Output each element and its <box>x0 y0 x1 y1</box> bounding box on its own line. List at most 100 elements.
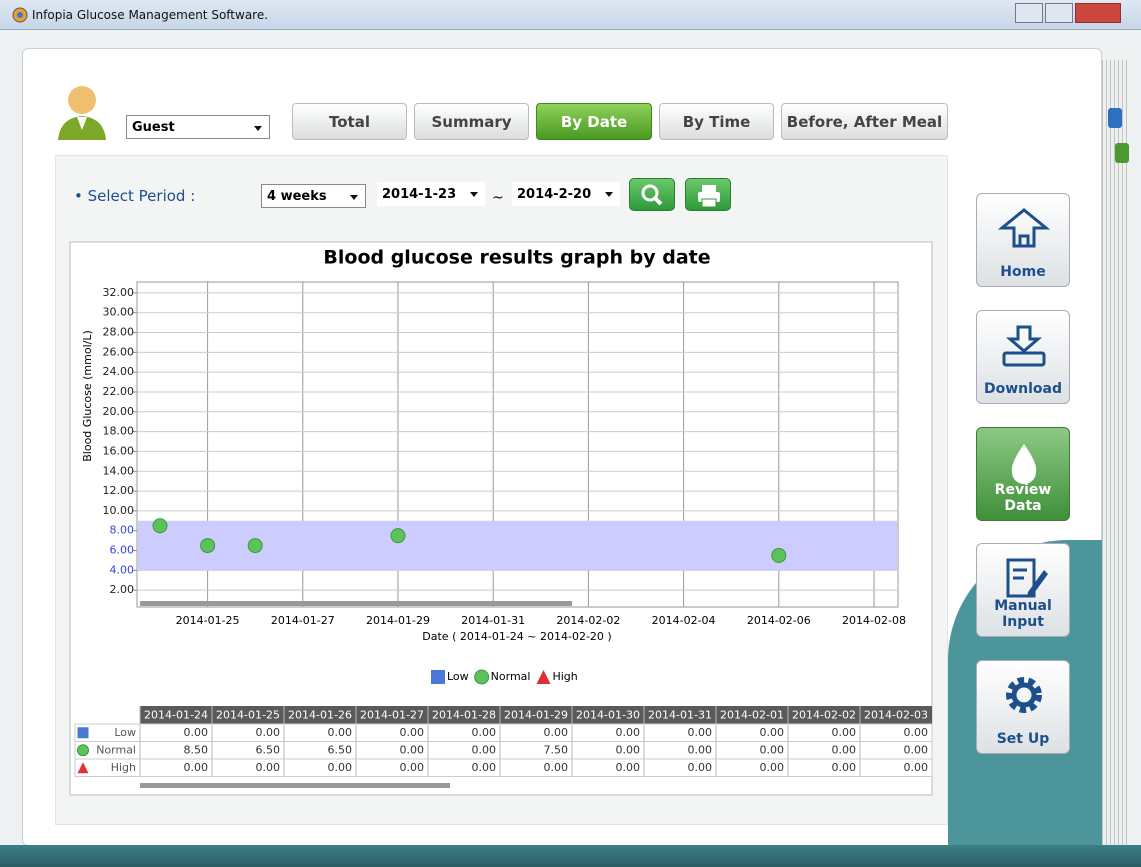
app-window: Infopia Glucose Management Software. Gue… <box>0 0 1141 867</box>
table-cell: 0.00 <box>904 761 929 774</box>
legend-label: Low <box>447 670 469 683</box>
data-point <box>153 519 167 533</box>
table-header: 2014-01-25 <box>216 709 280 722</box>
table-header: 2014-02-02 <box>792 709 856 722</box>
x-tick-label: 2014-01-29 <box>366 614 430 627</box>
nav-button[interactable]: Home <box>976 193 1070 287</box>
nav-button[interactable]: Download <box>976 310 1070 404</box>
table-cell: 0.00 <box>616 726 641 739</box>
table-cell: 0.00 <box>760 761 785 774</box>
table-cell: 0.00 <box>832 761 857 774</box>
y-tick-label: 20.00 <box>103 405 135 418</box>
row-label: High <box>111 761 136 774</box>
table-cell: 0.00 <box>688 726 713 739</box>
table-cell: 0.00 <box>472 726 497 739</box>
table-cell: 0.00 <box>184 726 209 739</box>
x-tick-label: 2014-02-08 <box>842 614 906 627</box>
table-cell: 0.00 <box>688 743 713 756</box>
table-header: 2014-02-01 <box>720 709 784 722</box>
table-cell: 0.00 <box>616 743 641 756</box>
legend-marker <box>475 670 489 684</box>
y-tick-label: 2.00 <box>110 583 135 596</box>
table-header: 2014-02-03 <box>864 709 928 722</box>
table-header: 2014-01-27 <box>360 709 424 722</box>
table-cell: 0.00 <box>256 761 281 774</box>
x-tick-label: 2014-01-31 <box>461 614 525 627</box>
nav-label: Set Up <box>977 731 1069 747</box>
y-tick-label: 8.00 <box>110 524 135 537</box>
y-tick-label: 14.00 <box>103 464 135 477</box>
table-cell: 0.00 <box>832 726 857 739</box>
table-cell: 7.50 <box>544 743 569 756</box>
tab[interactable]: Total <box>292 103 407 140</box>
table-cell: 0.00 <box>328 726 353 739</box>
y-tick-label: 12.00 <box>103 484 135 497</box>
table-cell: 0.00 <box>400 761 425 774</box>
y-tick-label: 18.00 <box>103 425 135 438</box>
tab[interactable]: By Time <box>659 103 774 140</box>
x-tick-label: 2014-02-02 <box>556 614 620 627</box>
legend-label: High <box>552 670 577 683</box>
data-point <box>772 548 786 562</box>
tab[interactable]: By Date <box>536 103 652 140</box>
table-scrollbar[interactable] <box>140 783 450 788</box>
nav-label: Home <box>977 264 1069 280</box>
table-cell: 8.50 <box>184 743 209 756</box>
legend-marker <box>431 670 445 684</box>
chart-scrollbar[interactable] <box>140 601 572 606</box>
data-point <box>201 539 215 553</box>
table-header: 2014-01-30 <box>576 709 640 722</box>
table-cell: 0.00 <box>256 726 281 739</box>
table-cell: 0.00 <box>760 743 785 756</box>
y-tick-label: 30.00 <box>103 306 135 319</box>
table-cell: 0.00 <box>328 761 353 774</box>
x-tick-label: 2014-02-06 <box>747 614 811 627</box>
nav-button[interactable]: Review Data <box>976 427 1070 521</box>
table-cell: 0.00 <box>616 761 641 774</box>
tab[interactable]: Before, After Meal <box>781 103 948 140</box>
table-cell: 0.00 <box>472 743 497 756</box>
y-tick-label: 26.00 <box>103 345 135 358</box>
table-cell: 6.50 <box>256 743 281 756</box>
nav-label: Manual Input <box>977 598 1069 630</box>
x-tick-label: 2014-01-25 <box>176 614 240 627</box>
y-tick-label: 4.00 <box>110 563 135 576</box>
row-marker <box>78 727 89 738</box>
table-header: 2014-01-29 <box>504 709 568 722</box>
table-cell: 0.00 <box>400 726 425 739</box>
nav-button[interactable]: Manual Input <box>976 543 1070 637</box>
tab[interactable]: Summary <box>414 103 529 140</box>
table-cell: 0.00 <box>544 761 569 774</box>
chart-title: Blood glucose results graph by date <box>323 247 710 269</box>
nav-icon <box>994 556 1054 602</box>
data-point <box>391 529 405 543</box>
table-cell: 0.00 <box>904 726 929 739</box>
nav-icon <box>994 206 1054 252</box>
y-tick-label: 6.00 <box>110 544 135 557</box>
x-tick-label: 2014-01-27 <box>271 614 335 627</box>
y-tick-label: 10.00 <box>103 504 135 517</box>
nav-button[interactable]: Set Up <box>976 660 1070 754</box>
row-marker <box>78 745 89 756</box>
y-tick-label: 22.00 <box>103 385 135 398</box>
legend-label: Normal <box>491 670 531 683</box>
row-label: Low <box>114 726 136 739</box>
table-header: 2014-01-31 <box>648 709 712 722</box>
table-cell: 0.00 <box>400 743 425 756</box>
y-axis-label: Blood Glucose (mmol/L) <box>81 330 94 462</box>
y-tick-label: 16.00 <box>103 444 135 457</box>
nav-icon <box>994 673 1054 719</box>
table-cell: 0.00 <box>184 761 209 774</box>
table-cell: 0.00 <box>472 761 497 774</box>
x-axis-label: Date ( 2014-01-24 ~ 2014-02-20 ) <box>422 630 611 643</box>
table-cell: 0.00 <box>544 726 569 739</box>
y-tick-label: 32.00 <box>103 286 135 299</box>
table-cell: 0.00 <box>832 743 857 756</box>
nav-label: Review Data <box>977 482 1069 514</box>
row-label: Normal <box>96 743 136 756</box>
y-tick-label: 28.00 <box>103 326 135 339</box>
x-tick-label: 2014-02-04 <box>652 614 716 627</box>
y-tick-label: 24.00 <box>103 365 135 378</box>
nav-icon <box>994 440 1054 486</box>
data-point <box>248 539 262 553</box>
